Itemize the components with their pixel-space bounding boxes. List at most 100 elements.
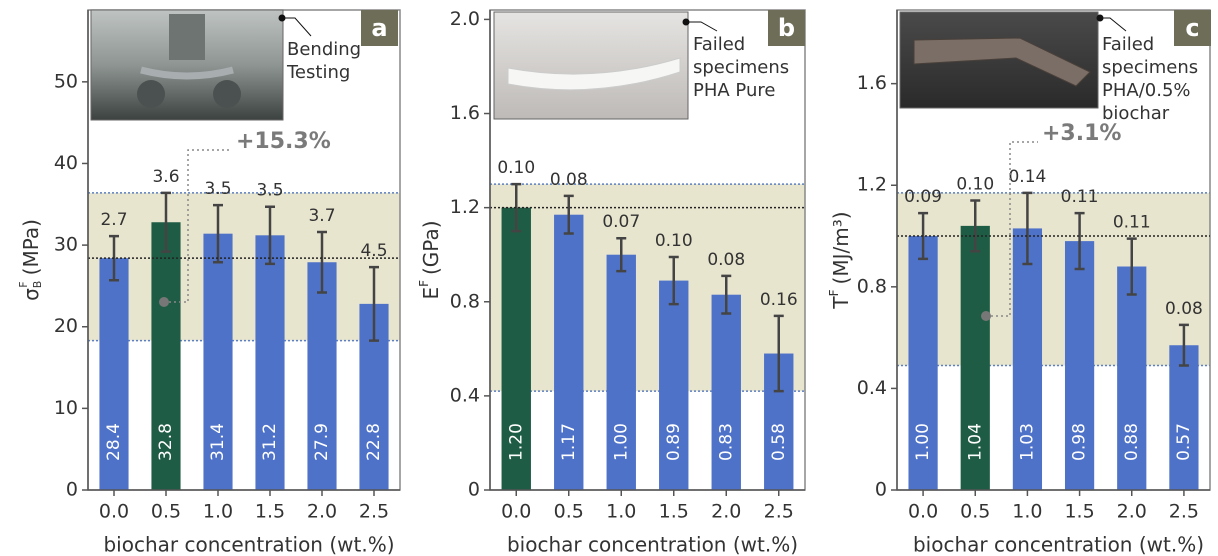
x-tick-label: 1.0 xyxy=(606,501,636,523)
error-bar xyxy=(773,314,784,393)
error-bar xyxy=(161,191,171,253)
error-bar xyxy=(213,203,223,264)
x-axis-label: biochar concentration (wt.%) xyxy=(103,533,394,556)
y-tick-label: 0 xyxy=(468,479,480,501)
error-bar xyxy=(918,211,929,261)
error-label: 0.09 xyxy=(904,187,942,207)
x-tick-label: 1.5 xyxy=(255,501,285,523)
y-tick-label: 50 xyxy=(54,70,78,92)
x-tick-label: 1.5 xyxy=(1064,501,1094,523)
error-bar xyxy=(1074,211,1085,271)
y-tick-label: 40 xyxy=(54,152,78,174)
y-tick-label: 0.4 xyxy=(857,377,887,399)
bar-value-label: 0.57 xyxy=(1174,423,1194,461)
error-bar xyxy=(616,236,627,273)
error-label: 0.14 xyxy=(1008,167,1046,187)
error-bar xyxy=(668,255,679,306)
y-tick-label: 1.6 xyxy=(857,72,887,94)
y-tick-label: 20 xyxy=(54,315,78,337)
bar xyxy=(307,262,337,490)
inset-text: specimens xyxy=(693,57,789,78)
label-part: (MPa) xyxy=(19,219,43,275)
inset-detail xyxy=(213,80,241,108)
bar xyxy=(554,214,584,491)
bar-value-label: 27.9 xyxy=(312,423,332,461)
x-tick-label: 2.0 xyxy=(307,501,337,523)
inset-connector xyxy=(282,17,312,37)
label-part: (GPa) xyxy=(419,220,443,275)
error-label: 4.5 xyxy=(360,241,387,261)
x-axis-label: biochar concentration (wt.%) xyxy=(913,533,1204,556)
y-tick-label: 0.8 xyxy=(450,290,480,312)
y-tick-label: 30 xyxy=(54,234,78,256)
bar xyxy=(1117,266,1147,490)
label-part: F xyxy=(827,289,841,296)
error-label: 3.5 xyxy=(256,181,283,201)
inset-text: biochar xyxy=(1102,103,1170,124)
bar-value-label: 1.04 xyxy=(965,423,985,461)
error-bar xyxy=(265,205,275,266)
inset-detail xyxy=(507,57,681,91)
bar xyxy=(99,258,129,490)
range-band xyxy=(88,192,400,341)
x-tick-label: 0.5 xyxy=(960,501,990,523)
label-part: (MJ/m³) xyxy=(829,211,853,284)
x-tick-label: 0.5 xyxy=(151,501,181,523)
inset-detail xyxy=(140,66,234,80)
range-band xyxy=(490,184,805,392)
y-axis-label: EF (GPa) xyxy=(417,220,443,299)
bar-value-label: 0.58 xyxy=(769,423,789,461)
annotation-dot xyxy=(981,311,991,321)
y-axis-label: σBF (MPa) xyxy=(17,219,44,301)
x-tick-label: 2.5 xyxy=(359,501,389,523)
error-label: 0.10 xyxy=(497,158,535,178)
bar-value-label: 22.8 xyxy=(364,423,384,461)
bar xyxy=(255,235,285,490)
error-label: 0.10 xyxy=(956,174,994,194)
inset-text: Failed xyxy=(693,34,745,55)
inset-connector xyxy=(686,21,718,32)
inset-detail xyxy=(137,80,165,108)
y-tick-label: 0 xyxy=(66,479,78,501)
y-tick-label: 2.0 xyxy=(450,8,480,30)
error-bar xyxy=(970,199,981,253)
error-bar xyxy=(1178,323,1189,367)
error-label: 0.08 xyxy=(707,250,745,270)
bar xyxy=(908,236,938,490)
bar-value-label: 1.03 xyxy=(1017,423,1037,461)
inset-detail xyxy=(169,14,205,60)
error-bar xyxy=(1022,191,1033,266)
range-band xyxy=(897,192,1210,366)
label-part: F xyxy=(17,281,30,287)
y-tick-label: 1.6 xyxy=(450,102,480,124)
label-part: E xyxy=(419,287,443,300)
bar xyxy=(606,254,636,490)
error-bar xyxy=(1126,237,1137,296)
bar xyxy=(1012,228,1043,490)
error-label: 0.08 xyxy=(550,170,588,190)
bar xyxy=(1064,241,1095,490)
inset-text: specimens xyxy=(1102,57,1198,78)
error-label: 0.11 xyxy=(1061,187,1099,207)
inset-text: Testing xyxy=(286,62,350,83)
error-label: 0.11 xyxy=(1113,213,1151,233)
error-label: 3.6 xyxy=(152,167,179,187)
y-tick-label: 0 xyxy=(875,479,887,501)
bar xyxy=(711,294,741,490)
x-tick-label: 1.5 xyxy=(659,501,689,523)
y-axis-label: TF (MJ/m³) xyxy=(827,211,853,309)
bar-value-label: 31.2 xyxy=(260,423,280,461)
x-tick-label: 0.0 xyxy=(501,501,531,523)
x-tick-label: 1.0 xyxy=(203,501,233,523)
error-bar xyxy=(563,194,574,235)
bar-value-label: 0.89 xyxy=(664,423,684,461)
inset-text: PHA/0.5% xyxy=(1102,80,1191,101)
bar-value-label: 1.20 xyxy=(506,423,526,461)
bar xyxy=(203,233,233,490)
inset-text: Failed xyxy=(1102,34,1154,55)
x-tick-label: 0.5 xyxy=(554,501,584,523)
error-label: 2.7 xyxy=(100,210,127,230)
inset-text: PHA Pure xyxy=(693,80,775,101)
bar-value-label: 28.4 xyxy=(104,423,124,461)
